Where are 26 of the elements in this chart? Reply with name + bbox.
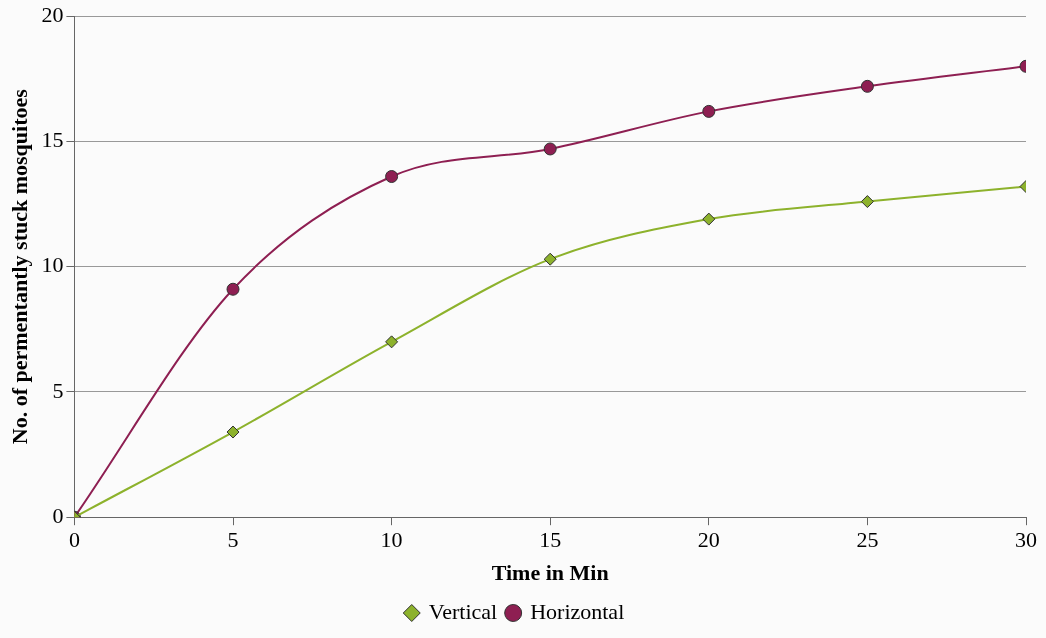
point xyxy=(702,104,716,118)
y-tick-label: 0 xyxy=(52,502,64,528)
point xyxy=(385,335,399,349)
legend-label: Horizontal xyxy=(530,598,625,624)
point xyxy=(702,212,716,226)
y-axis-title: No. of permentantly stuck mosquitoes xyxy=(6,88,32,445)
legend-label: Vertical xyxy=(428,598,498,624)
point xyxy=(226,282,240,296)
x-tick-label: 25 xyxy=(856,527,879,553)
x-tick-label: 10 xyxy=(380,527,403,553)
x-tick-label: 15 xyxy=(539,527,562,553)
y-tick-label: 20 xyxy=(41,1,64,27)
x-tick-label: 30 xyxy=(1015,527,1037,553)
x-axis-title: Time in Min xyxy=(491,560,609,586)
point xyxy=(543,252,557,266)
y-tick-label: 10 xyxy=(41,252,64,278)
point xyxy=(860,79,874,93)
point xyxy=(226,425,240,439)
point xyxy=(385,170,399,184)
x-tick-label: 20 xyxy=(697,527,720,553)
x-tick-label: 0 xyxy=(68,527,80,553)
x-tick-label: 5 xyxy=(227,527,239,553)
point xyxy=(543,142,557,156)
point xyxy=(860,195,874,209)
y-tick-label: 15 xyxy=(41,127,64,153)
y-tick-label: 5 xyxy=(52,377,64,403)
